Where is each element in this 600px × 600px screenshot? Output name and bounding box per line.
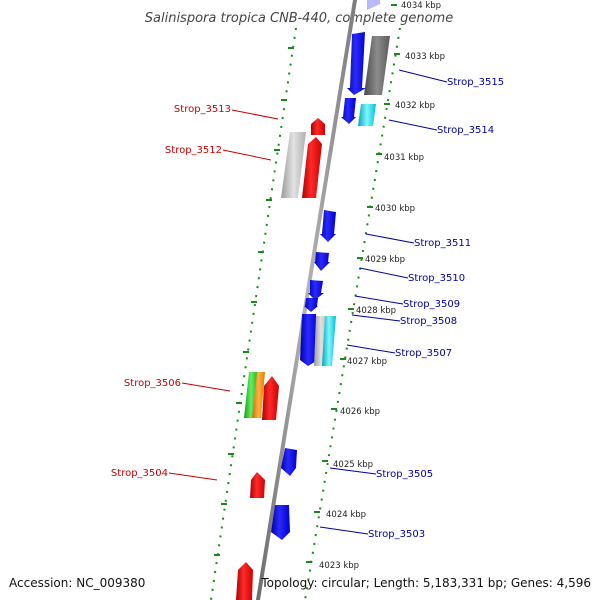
kbp-tick-label: 4030 kbp [375,204,415,214]
gene-label[interactable]: Strop_3515 [447,77,504,88]
gene-feature [262,376,279,420]
inner-ruler-line [304,27,401,600]
gene-feature [347,32,366,95]
accession-text: Accession: NC_009380 [9,576,145,590]
reverse-strand-genes [236,118,325,600]
forward-gene-labels: Strop_3515 Strop_3514 Strop_3511 Strop_3… [368,77,504,540]
gene-label[interactable]: Strop_3507 [395,348,452,359]
gene-feature [281,448,297,476]
ruler-guides [210,27,401,600]
gene-feature [250,472,265,498]
kbp-tick-label: 4023 kbp [319,561,359,571]
kbp-tick-label: 4034 kbp [401,1,441,11]
gene-label[interactable]: Strop_3509 [403,299,460,310]
map-title: Salinispora tropica CNB-440, complete ge… [145,11,453,26]
forward-strand-genes [271,0,390,540]
reverse-gene-labels: Strop_3513 Strop_3512 Strop_3506 Strop_3… [111,104,231,479]
kbp-tick-label: 4028 kbp [356,306,396,316]
gene-feature [322,316,336,366]
gene-label[interactable]: Strop_3512 [165,145,222,156]
gene-feature [308,280,324,300]
kbp-tick-label: 4024 kbp [326,510,366,520]
outer-ruler-line [210,27,297,600]
gene-label[interactable]: Strop_3513 [174,104,231,115]
kbp-tick-label: 4032 kbp [395,101,435,111]
gene-label[interactable]: Strop_3504 [111,468,168,479]
gene-label[interactable]: Strop_3506 [124,378,181,389]
gene-label[interactable]: Strop_3508 [400,316,457,327]
gene-feature [341,98,356,124]
genome-summary-text: Topology: circular; Length: 5,183,331 bp… [260,576,591,590]
kbp-tick-label: 4027 kbp [347,357,387,367]
gene-feature [358,104,376,126]
gene-feature [304,298,318,312]
gene-label[interactable]: Strop_3514 [437,125,494,136]
gene-label[interactable]: Strop_3511 [414,238,471,249]
gene-feature [311,118,325,135]
gene-feature [364,36,390,95]
gene-label[interactable]: Strop_3505 [376,469,433,480]
ruler-ticks [214,4,400,563]
gene-feature [367,0,380,10]
gene-feature [281,132,306,198]
gene-feature [271,505,290,540]
gene-label[interactable]: Strop_3510 [408,273,465,284]
gene-label[interactable]: Strop_3503 [368,529,425,540]
kbp-tick-labels: 4034 kbp 4033 kbp 4032 kbp 4031 kbp 4030… [319,1,445,571]
gene-feature [236,562,253,600]
kbp-tick-label: 4033 kbp [405,52,445,62]
gene-feature [302,137,322,198]
gene-feature [252,372,265,418]
kbp-tick-label: 4031 kbp [384,153,424,163]
label-leader-lines [168,69,448,535]
gene-feature [320,210,336,242]
kbp-tick-label: 4029 kbp [365,255,405,265]
gene-feature [300,314,318,366]
kbp-tick-label: 4026 kbp [340,407,380,417]
kbp-tick-label: 4025 kbp [333,460,373,470]
gene-feature [314,252,330,271]
